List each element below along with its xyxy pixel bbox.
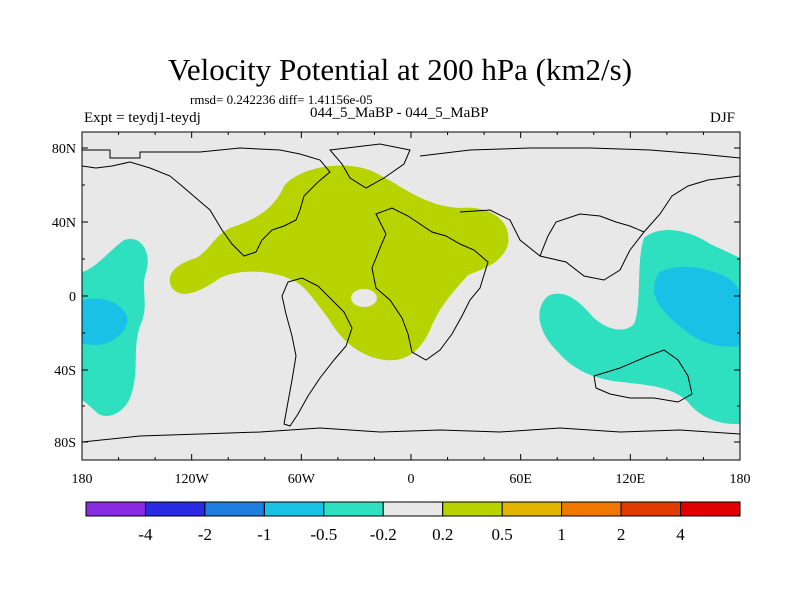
region-core-west-pacific (82, 298, 128, 345)
colorbar-swatch (204, 501, 265, 517)
coastlines (82, 143, 740, 443)
region-hole (351, 289, 377, 307)
colorbar-swatch (382, 501, 444, 517)
region-core-east-pacific (654, 266, 740, 347)
lon-label: 180 (72, 472, 93, 487)
contour-fills (82, 165, 740, 425)
colorbar-label: 4 (676, 525, 685, 544)
colorbar-swatch (561, 501, 622, 517)
colorbar-label: -1 (257, 525, 271, 544)
coast-north-america (82, 147, 331, 257)
stats-text: rmsd= 0.242236 diff= 1.41156e-05 (190, 92, 373, 107)
axis-ticks (81, 132, 741, 460)
colorbar-swatch (263, 501, 325, 517)
colorbar-label: 0.5 (492, 525, 513, 544)
lon-label: 0 (408, 472, 415, 487)
colorbar-label: -2 (198, 525, 212, 544)
lon-label: 180 (730, 472, 751, 487)
colorbar-swatch (680, 501, 741, 517)
experiment-names: 044_5_MaBP - 044_5_MaBP (310, 105, 489, 121)
lon-label: 60E (509, 472, 532, 487)
lat-label: 80N (52, 142, 76, 157)
colorbar-swatch (323, 501, 384, 517)
colorbar-swatch (144, 501, 206, 517)
colorbar-swatch (85, 501, 146, 517)
colorbar-swatch (501, 501, 563, 517)
colorbar-label: 2 (617, 525, 626, 544)
lat-label: 40N (52, 216, 76, 231)
coast-south-america (281, 277, 353, 427)
lat-label: 40S (54, 364, 76, 379)
colorbar-label: -0.5 (310, 525, 337, 544)
coast-greenland (329, 143, 411, 189)
colorbar-swatch (442, 501, 503, 517)
coast-australia (593, 349, 693, 403)
colorbar-label: -0.2 (370, 525, 397, 544)
coast-asia (419, 147, 740, 281)
colorbar: -4 -2 -1 -0.5 -0.2 0.2 0.5 1 2 4 (85, 501, 741, 544)
colorbar-label: 1 (557, 525, 566, 544)
colorbar-label: -4 (138, 525, 153, 544)
colorbar-label: 0.2 (432, 525, 453, 544)
lon-label: 120W (175, 472, 210, 487)
experiment-label: Expt = teydj1-teydj (84, 110, 201, 126)
lat-label: 80S (54, 436, 76, 451)
lat-label: 0 (69, 290, 76, 305)
colorbar-swatch (620, 501, 682, 517)
lon-label: 120E (616, 472, 646, 487)
region-positive-africa-europe (169, 165, 509, 361)
axis-labels: 80N 40N 0 40S 80S 180 120W 60W 0 60E 120E 180 (52, 142, 751, 487)
lon-label: 60W (288, 472, 316, 487)
coast-antarctica (82, 427, 740, 443)
chart-title: Velocity Potential at 200 hPa (km2/s) (167, 52, 633, 87)
coast-europe-africa (371, 207, 489, 361)
season-label: DJF (710, 110, 736, 126)
